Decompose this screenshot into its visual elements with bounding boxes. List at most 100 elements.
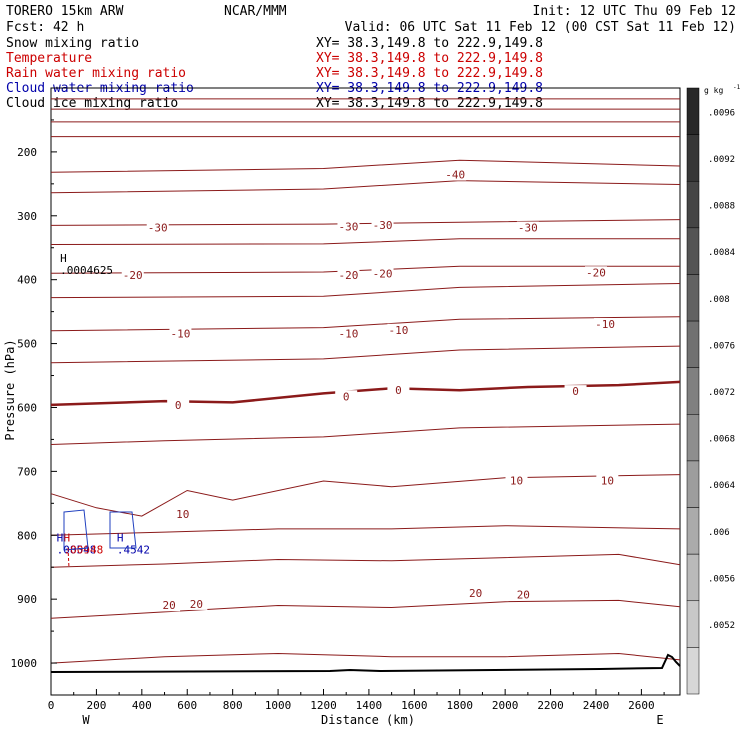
colorbar-tick-label: .0068	[708, 435, 735, 445]
contour-label-bg	[387, 323, 410, 336]
x-tick-label: 1000	[265, 699, 292, 712]
extremum-value: .08548	[57, 544, 97, 557]
colorbar-swatch	[686, 320, 700, 368]
y-tick-label: 300	[17, 210, 37, 223]
contour-label: -20	[373, 268, 393, 281]
y-tick-label: 200	[17, 146, 37, 159]
x-axis-ticks: 0 200 400 600 800 1000 1200 1400 1600 1800 2000 220…	[48, 689, 665, 712]
isotherm-line	[50, 159, 681, 173]
plot-frame	[50, 87, 681, 696]
colorbar-swatch	[686, 367, 700, 415]
contour-label: 20	[517, 588, 530, 601]
x-axis-title: Distance (km)	[321, 713, 415, 727]
valid-time: Valid: 06 UTC Sat 11 Feb 12 (00 CST Sat …	[345, 20, 736, 35]
colorbar-tick-label: .0076	[708, 341, 735, 351]
colorbar-swatch	[686, 507, 700, 555]
x-tick-label: 1800	[446, 699, 473, 712]
contour-label-bg	[371, 267, 394, 280]
isotherm-line	[50, 599, 681, 619]
x-tick-label: 600	[177, 699, 197, 712]
extremum-mark: H	[63, 532, 70, 545]
colorbar-unit-exponent: -1	[733, 84, 740, 91]
contour-label-bg	[464, 587, 487, 600]
x-axis-west-label: W	[82, 713, 90, 727]
org-title: NCAR/MMM	[224, 4, 287, 19]
contour-label-bg	[169, 327, 192, 340]
contour-label: -20	[123, 269, 143, 282]
x-tick-label: 200	[86, 699, 106, 712]
colorbar-tick-label: .0072	[708, 388, 735, 398]
colorbar-swatch	[686, 600, 700, 648]
x-tick-label: 2600	[628, 699, 655, 712]
init-time: Init: 12 UTC Thu 09 Feb 12	[533, 4, 737, 19]
contour-label: -10	[388, 324, 408, 337]
colorbar-swatch	[686, 180, 700, 229]
legend-xy-snow: XY= 38.3,149.8 to 222.9,149.8	[316, 36, 543, 51]
isotherm-line	[50, 316, 681, 332]
contour-labels: -40 -30 -30 -30 -30 -20 -20 -20 -20 -10 -10 -10 -10 0…	[121, 168, 619, 612]
y-axis-ticks: 200 300 400 500 600 700 800 900 1000	[11, 119, 57, 670]
isotherm-line	[50, 345, 681, 364]
legend-xy-cloud-ice: XY= 38.3,149.8 to 222.9,149.8	[316, 96, 543, 111]
colorbar-unit: g kg	[704, 86, 723, 95]
colorbar-tick-label: .0096	[708, 108, 735, 118]
colorbar-swatch	[686, 553, 700, 602]
y-tick-label: 700	[17, 465, 37, 478]
isotherm-line	[50, 553, 681, 568]
forecast-hour: Fcst: 42 h	[6, 20, 84, 35]
isotherm-line	[50, 283, 681, 299]
contour-label: 20	[190, 598, 203, 611]
x-tick-label: 0	[48, 699, 55, 712]
contour-label: -40	[445, 169, 465, 182]
x-tick-label: 800	[223, 699, 243, 712]
contour-label: 10	[176, 508, 189, 521]
extremum-value: .00948	[63, 544, 103, 557]
colorbar-swatch	[686, 274, 700, 322]
contour-label: -30	[518, 222, 538, 235]
contour-label: 0	[175, 399, 182, 412]
x-tick-label: 2200	[537, 699, 564, 712]
colorbar-tick-label: .0092	[708, 155, 735, 165]
contour-label-bg	[335, 390, 358, 403]
contour-label: 20	[162, 599, 175, 612]
colorbar-swatch	[686, 134, 700, 182]
extremum-mark: H	[57, 532, 64, 545]
y-tick-label: 400	[17, 274, 37, 287]
contour-label-bg	[121, 268, 144, 281]
isotherm-line	[50, 652, 681, 664]
contour-label-bg	[564, 385, 587, 398]
colorbar-tick-label: .008	[708, 295, 730, 305]
legend-label-temperature: Temperature	[6, 51, 92, 66]
x-tick-label: 1200	[310, 699, 337, 712]
contour-label-bg	[516, 221, 539, 234]
y-axis-title: Pressure (hPa)	[3, 339, 17, 440]
terrain-line	[50, 653, 681, 673]
contour-label: 20	[469, 587, 482, 600]
y-tick-label: 1000	[11, 657, 38, 670]
contour-label-bg	[337, 327, 360, 340]
contour-label: -10	[170, 328, 190, 341]
colorbar-tick-label: .0084	[708, 248, 735, 258]
x-tick-label: 2400	[583, 699, 610, 712]
colorbar-swatch	[686, 87, 700, 135]
colorbar-tick-label: .0088	[708, 202, 735, 212]
contour-label-bg	[387, 383, 410, 396]
isotherm-line	[50, 219, 681, 226]
isotherm-line	[50, 423, 681, 445]
contour-label-bg	[505, 474, 528, 487]
contour-label-bg	[158, 599, 181, 612]
contour-label: 0	[572, 385, 579, 398]
contour-label-bg	[337, 268, 360, 281]
x-tick-label: 1600	[401, 699, 428, 712]
contour-label-bg	[185, 597, 208, 610]
legend-xy-rain: XY= 38.3,149.8 to 222.9,149.8	[316, 66, 543, 81]
contour-label-bg	[171, 507, 194, 520]
cloud-water-contour	[63, 509, 89, 551]
legend-label-snow: Snow mixing ratio	[6, 36, 139, 51]
x-axis-east-label: E	[656, 713, 663, 727]
contour-label-bg	[596, 474, 619, 487]
extremum-mark: H	[117, 532, 124, 545]
contour-label: 10	[510, 475, 523, 488]
contour-label: -30	[339, 220, 359, 233]
